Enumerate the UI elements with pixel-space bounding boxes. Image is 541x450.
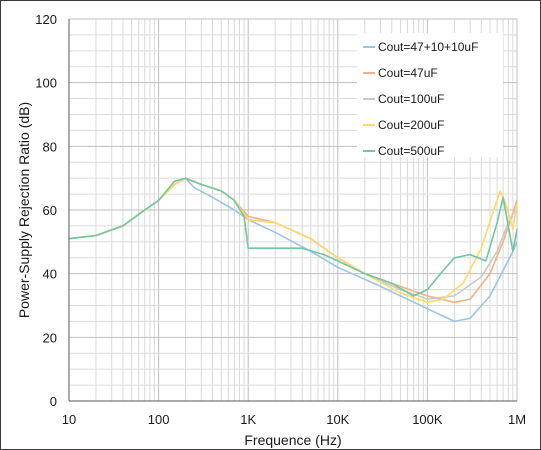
x-axis-title: Frequence (Hz)	[244, 432, 341, 448]
y-tick-label: 20	[43, 330, 57, 345]
y-tick-label: 100	[35, 76, 57, 91]
x-tick-label: 10K	[326, 412, 349, 427]
y-axis-title: Power-Supply Rejection Ratio (dB)	[16, 102, 32, 318]
x-tick-label: 1K	[240, 412, 256, 427]
series-line-1	[68, 177, 518, 323]
axes: 0 20 40 60 80 100 120 10 100 1K 10K 100K 1M Frequence…	[16, 12, 526, 448]
legend-label-3: Cout=100uF	[378, 92, 444, 106]
legend-background	[357, 33, 503, 157]
y-tick-label: 40	[43, 267, 57, 282]
legend-label-4: Cout=200uF	[378, 118, 444, 132]
y-tick-label: 0	[50, 394, 57, 409]
x-tick-label: 1M	[508, 412, 526, 427]
y-tick-label: 80	[43, 139, 57, 154]
y-tick-label: 120	[35, 12, 57, 27]
legend-label-1: Cout=47+10+10uF	[378, 40, 478, 54]
y-tick-label: 60	[43, 203, 57, 218]
series-lines	[68, 177, 518, 323]
series-line-5	[68, 177, 518, 297]
x-tick-label: 100K	[412, 412, 443, 427]
series-line-4	[68, 177, 518, 304]
x-tick-label: 100	[148, 412, 170, 427]
series-line-2	[68, 177, 518, 304]
x-tick-label: 10	[62, 412, 76, 427]
legend: Cout=47+10+10uF Cout=47uF Cout=100uF Cout=2…	[357, 33, 503, 158]
legend-label-2: Cout=47uF	[378, 66, 438, 80]
legend-label-5: Cout=500uF	[378, 144, 444, 158]
series-line-3	[68, 177, 518, 300]
